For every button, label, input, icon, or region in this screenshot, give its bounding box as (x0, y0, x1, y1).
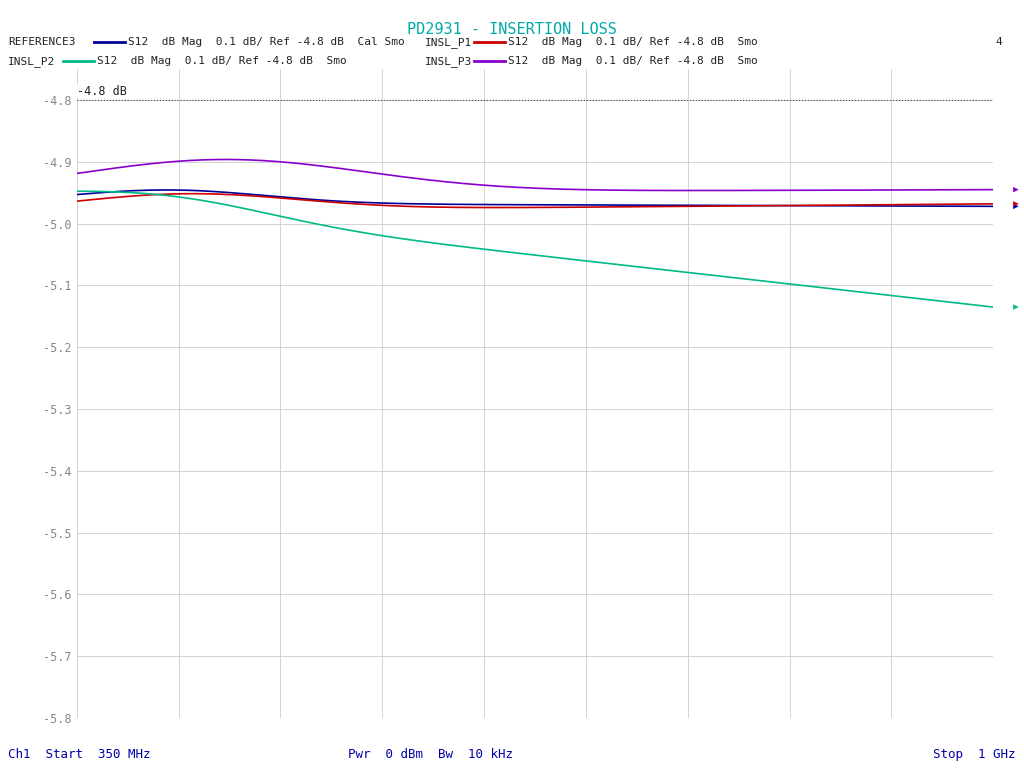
Text: PD2931 - INSERTION LOSS: PD2931 - INSERTION LOSS (408, 22, 616, 37)
Text: S12  dB Mag  0.1 dB/ Ref -4.8 dB  Smo: S12 dB Mag 0.1 dB/ Ref -4.8 dB Smo (508, 37, 758, 48)
Text: Pwr  0 dBm  Bw  10 kHz: Pwr 0 dBm Bw 10 kHz (347, 748, 513, 760)
Text: S12  dB Mag  0.1 dB/ Ref -4.8 dB  Smo: S12 dB Mag 0.1 dB/ Ref -4.8 dB Smo (97, 56, 347, 67)
Text: INSL_P2: INSL_P2 (8, 56, 55, 67)
Text: S12  dB Mag  0.1 dB/ Ref -4.8 dB  Smo: S12 dB Mag 0.1 dB/ Ref -4.8 dB Smo (508, 56, 758, 67)
Text: INSL_P1: INSL_P1 (425, 37, 472, 48)
Text: 4: 4 (995, 37, 1002, 48)
Text: INSL_P3: INSL_P3 (425, 56, 472, 67)
Text: REFERENCE3: REFERENCE3 (8, 37, 76, 48)
Text: Ch1  Start  350 MHz: Ch1 Start 350 MHz (8, 748, 151, 760)
Text: S12  dB Mag  0.1 dB/ Ref -4.8 dB  Cal Smo: S12 dB Mag 0.1 dB/ Ref -4.8 dB Cal Smo (128, 37, 404, 48)
Text: -4.8 dB: -4.8 dB (77, 84, 127, 98)
Text: Stop  1 GHz: Stop 1 GHz (933, 748, 1016, 760)
